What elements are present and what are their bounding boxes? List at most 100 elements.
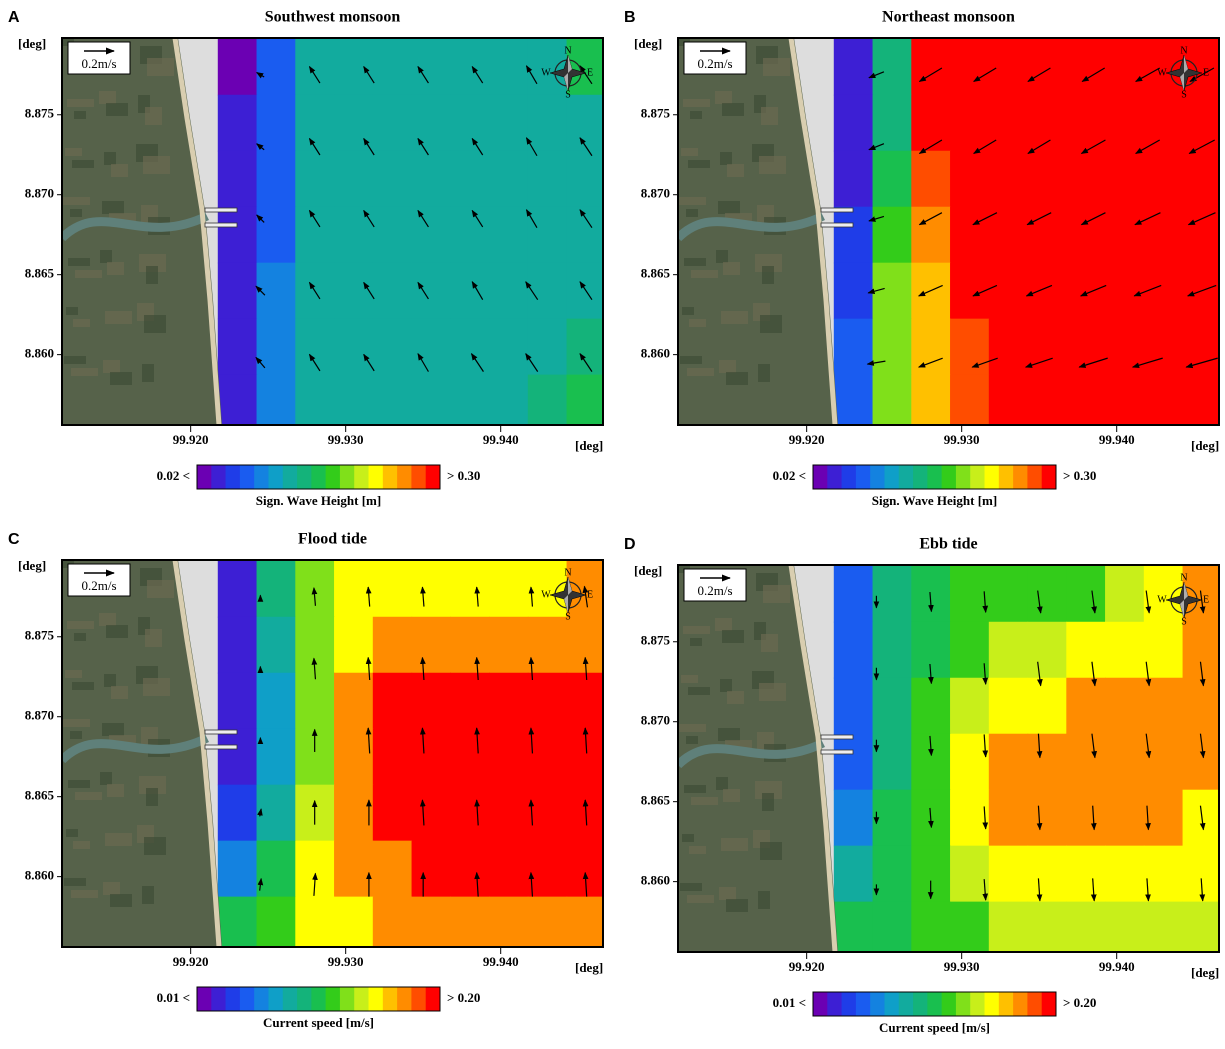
- field-cell: [412, 151, 451, 208]
- field-cell: [950, 566, 989, 623]
- compass-label: W: [541, 67, 551, 78]
- land-texture: [716, 777, 728, 790]
- land-texture: [102, 201, 124, 214]
- field-cell: [1028, 151, 1067, 208]
- field-cell: [873, 263, 912, 320]
- colorbar-swatch: [297, 465, 312, 489]
- field-cell: [567, 319, 606, 376]
- field-cell: [1066, 39, 1105, 96]
- field-cell: [1105, 263, 1144, 320]
- field-cell: [257, 319, 296, 376]
- field-cell: [257, 673, 296, 730]
- field-cell: [295, 897, 334, 954]
- plot-area: [678, 38, 1222, 431]
- land-texture: [74, 111, 86, 119]
- field-cell: [450, 897, 489, 954]
- land-texture: [71, 890, 98, 898]
- land-texture: [107, 262, 124, 275]
- land-texture: [102, 723, 124, 736]
- land-texture: [719, 360, 736, 373]
- field-cell: [567, 95, 606, 152]
- y-tick-label: 8.865: [25, 266, 55, 281]
- land-texture: [689, 846, 706, 854]
- colorbar-max: > 0.30: [1063, 468, 1096, 483]
- field-cell: [1183, 678, 1222, 735]
- colorbar-label: Sign. Wave Height [m]: [256, 493, 381, 508]
- field-cell: [1105, 846, 1144, 903]
- x-tick-label: 99.930: [944, 959, 980, 974]
- field-cell: [911, 207, 950, 264]
- compass-label: W: [541, 589, 551, 600]
- land-texture: [143, 156, 170, 174]
- colorbar-label: Current speed [m/s]: [879, 1020, 990, 1035]
- field-cell: [1028, 902, 1067, 959]
- y-tick-label: 8.875: [25, 628, 55, 643]
- land-texture: [680, 356, 702, 364]
- plot-area: [678, 565, 1222, 958]
- field-cell: [489, 39, 528, 96]
- field-cell: [412, 561, 451, 618]
- compass-label: W: [1157, 594, 1167, 605]
- field-cell: [1105, 151, 1144, 208]
- field-cell: [257, 561, 296, 618]
- compass-label: E: [1203, 594, 1209, 605]
- land-texture: [760, 842, 782, 860]
- field-cell: [911, 375, 950, 432]
- field-cell: [989, 566, 1028, 623]
- field-cell: [373, 841, 412, 898]
- field-cell: [295, 375, 334, 432]
- field-cell: [257, 375, 296, 432]
- field-cell: [334, 319, 373, 376]
- colorbar-swatch: [927, 465, 942, 489]
- field-cell: [950, 319, 989, 376]
- colorbar-swatch: [1013, 992, 1028, 1016]
- field-cell: [295, 151, 334, 208]
- colorbar-swatch: [326, 987, 341, 1011]
- x-unit: [deg]: [1191, 438, 1219, 453]
- field-cell: [334, 897, 373, 954]
- colorbar-swatch: [999, 465, 1014, 489]
- x-unit: [deg]: [575, 438, 603, 453]
- field-cell: [528, 785, 567, 842]
- field-cell: [489, 841, 528, 898]
- land-texture: [100, 772, 112, 785]
- colorbar-min: 0.01 <: [773, 995, 806, 1010]
- land-texture: [716, 250, 728, 263]
- land-texture: [719, 887, 736, 900]
- panel-title: Northeast monsoon: [882, 9, 1015, 26]
- colorbar-swatch: [369, 987, 384, 1011]
- field-cell: [873, 902, 912, 959]
- compass-label: N: [1180, 45, 1187, 56]
- field-cell: [334, 95, 373, 152]
- land-texture: [70, 209, 82, 217]
- y-tick-label: 8.870: [25, 708, 54, 723]
- land-texture: [686, 209, 698, 217]
- field-cell: [834, 566, 873, 623]
- field-cell: [334, 841, 373, 898]
- field-cell: [489, 319, 528, 376]
- panel-title: Southwest monsoon: [265, 9, 401, 26]
- jetty: [821, 735, 853, 739]
- land-texture: [684, 258, 706, 266]
- land-texture: [721, 311, 748, 324]
- compass-label: E: [587, 589, 593, 600]
- field-cell: [528, 673, 567, 730]
- y-tick-label: 8.865: [641, 793, 671, 808]
- field-cell: [218, 263, 257, 320]
- field-cell: [257, 207, 296, 264]
- field-cell: [911, 151, 950, 208]
- colorbar-swatch: [311, 987, 326, 1011]
- field-cell: [412, 95, 451, 152]
- field-cell: [873, 39, 912, 96]
- field-cell: [1144, 207, 1183, 264]
- field-cell: [1066, 846, 1105, 903]
- field-cell: [412, 841, 451, 898]
- colorbar-swatch: [283, 465, 298, 489]
- land-texture: [720, 152, 732, 165]
- land-texture: [758, 364, 770, 382]
- land-texture: [682, 307, 694, 315]
- field-cell: [295, 95, 334, 152]
- colorbar-label: Sign. Wave Height [m]: [872, 493, 997, 508]
- field-cell: [257, 263, 296, 320]
- land-texture: [759, 683, 786, 701]
